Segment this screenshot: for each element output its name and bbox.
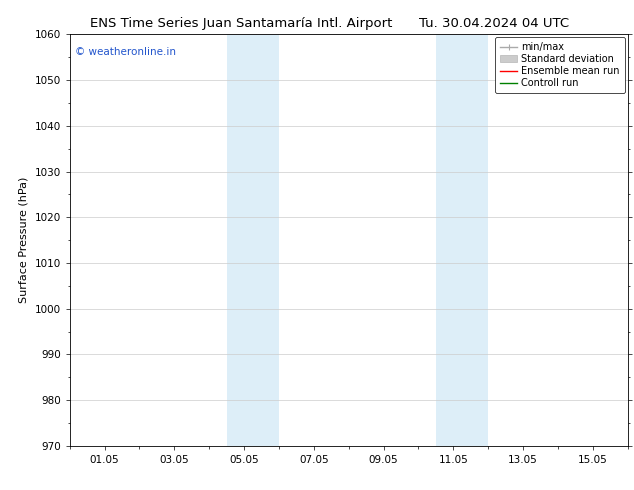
Bar [226,34,279,446]
Text: Tu. 30.04.2024 04 UTC: Tu. 30.04.2024 04 UTC [420,17,569,30]
Text: ENS Time Series Juan Santamaría Intl. Airport: ENS Time Series Juan Santamaría Intl. Ai… [90,17,392,30]
Legend: min/max, Standard deviation, Ensemble mean run, Controll run: min/max, Standard deviation, Ensemble me… [495,37,624,93]
Y-axis label: Surface Pressure (hPa): Surface Pressure (hPa) [19,177,29,303]
Text: © weatheronline.in: © weatheronline.in [75,47,176,57]
Bar [436,34,488,446]
